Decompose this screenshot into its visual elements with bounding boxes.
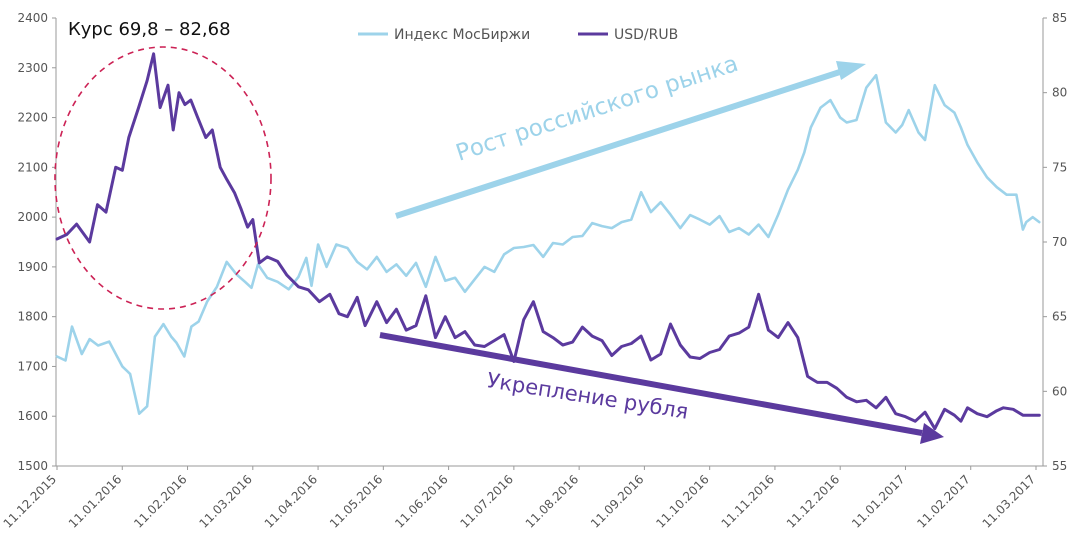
y-left-ticks: 1500 1600 1700 1800 1900 2000 2100 2200 2300 2400 [17, 11, 56, 473]
y-right-tick-label: 55 [1052, 459, 1067, 473]
chart-title: Курс 69,8 – 82,68 [68, 19, 231, 40]
x-tick-label: 11.03.2016 [196, 472, 254, 530]
y-left-tick-label: 2300 [17, 61, 48, 75]
y-left-tick-label: 1600 [17, 409, 48, 423]
x-tick-label: 11.07.2016 [457, 472, 515, 530]
series-line-moex [55, 73, 1041, 416]
y-left-tick-label: 2200 [17, 111, 48, 125]
y-left-tick-label: 2400 [17, 11, 48, 25]
legend: Индекс МосБиржи USD/RUB [358, 27, 678, 43]
series-lines [55, 52, 1041, 431]
x-tick-label: 11.01.2017 [849, 472, 907, 530]
highlight-circle [54, 46, 272, 310]
annotation-strengthen: Укрепление рубля [485, 368, 690, 424]
x-tick-label: 11.11.2016 [719, 472, 777, 530]
x-tick-label: 11.02.2017 [914, 472, 972, 530]
x-tick-label: 11.12.2016 [784, 472, 842, 530]
x-tick-label: 11.04.2016 [262, 472, 320, 530]
x-tick-label: 11.05.2016 [327, 472, 385, 530]
x-tick-label: 11.08.2016 [523, 472, 581, 530]
y-left-tick-label: 2000 [17, 210, 48, 224]
y-left-tick-label: 1800 [17, 310, 48, 324]
y-right-tick-label: 65 [1052, 310, 1067, 324]
legend-label-usd: USD/RUB [614, 27, 678, 43]
y-left-tick-label: 1700 [17, 359, 48, 373]
y-right-ticks: 55 60 65 70 75 80 85 [1043, 11, 1067, 473]
series-line-usd [55, 52, 1041, 431]
y-left-tick-label: 1500 [17, 459, 48, 473]
legend-label-moex: Индекс МосБиржи [394, 27, 530, 43]
y-right-tick-label: 75 [1052, 160, 1067, 174]
y-right-tick-label: 80 [1052, 86, 1067, 100]
strengthen-arrow [379, 332, 944, 444]
rise-arrow [395, 61, 866, 219]
y-right-tick-label: 85 [1052, 11, 1067, 25]
x-tick-label: 11.12.2015 [1, 472, 59, 530]
y-left-tick-label: 2100 [17, 160, 48, 174]
x-tick-label: 11.01.2016 [66, 472, 124, 530]
y-right-tick-label: 60 [1052, 384, 1067, 398]
x-tick-label: 11.02.2016 [131, 472, 189, 530]
x-tick-label: 11.10.2016 [653, 472, 711, 530]
x-tick-label: 11.03.2017 [980, 472, 1038, 530]
x-tick-label: 11.09.2016 [588, 472, 646, 530]
x-ticks: 11.12.2015 11.01.2016 11.02.2016 11.03.2016… [1, 466, 1038, 531]
y-right-tick-label: 70 [1052, 235, 1067, 249]
y-left-tick-label: 1900 [17, 260, 48, 274]
x-tick-label: 11.06.2016 [392, 472, 450, 530]
